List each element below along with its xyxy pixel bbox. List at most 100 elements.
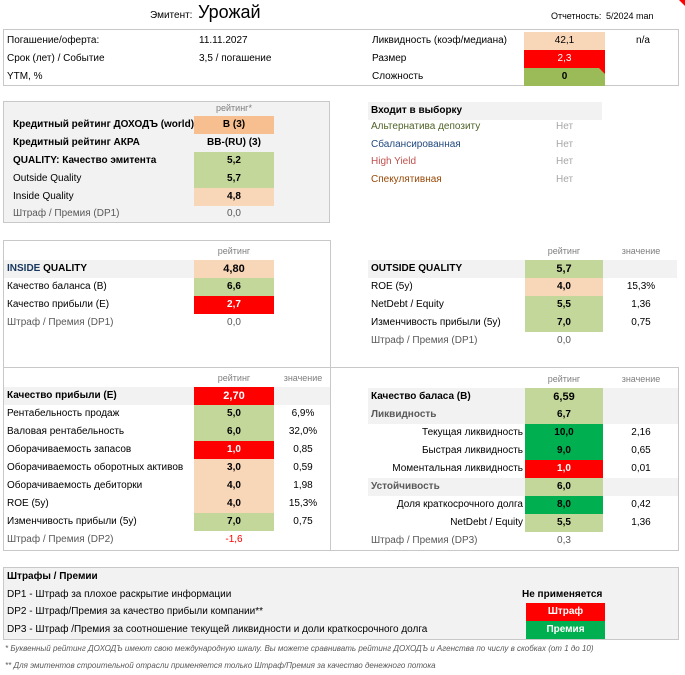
earnings-row-value: 4,0 <box>194 495 274 513</box>
penalty-dp3-label: DP3 - Штраф /Премия за соотношение текущ… <box>7 624 428 635</box>
rating-quality-value: 5,2 <box>194 152 274 170</box>
earnings-row-label: Оборачиваемость запасов <box>7 444 132 455</box>
summary-term-label: Срок (лет) / Событие <box>7 53 105 64</box>
earnings-row-label: Изменчивость прибыли (5y) <box>7 516 137 527</box>
rating-dohod-label: Кредитный рейтинг ДОХОДЪ (world): <box>13 119 198 130</box>
outside-netdebt-label: NetDebt / Equity <box>371 299 444 310</box>
outside-netdebt-extra: 1,36 <box>631 299 651 310</box>
rating-outside-label: Outside Quality <box>13 173 82 184</box>
rating-akra-label: Кредитный рейтинг АКРА <box>13 137 140 148</box>
balance-stability-label: Устойчивость <box>371 481 440 492</box>
rating-penalty-label: Штраф / Премия (DP1) <box>13 208 120 219</box>
penalty-dp1-label: DP1 - Штраф за плохое раскрытие информац… <box>7 589 232 600</box>
earnings-row-extra: 0,85 <box>293 444 313 455</box>
balance-netdebt-label: NetDebt / Equity <box>450 517 523 528</box>
outside-quality-value: 5,7 <box>525 260 603 278</box>
inside-title-part2: QUALITY <box>40 263 88 274</box>
balance-liquidity-label: Ликвидность <box>371 409 437 420</box>
summary-maturity-label: Погашение/оферта: <box>7 35 100 46</box>
outside-penalty-value: 0,0 <box>557 335 571 346</box>
earnings-row-extra: 6,9% <box>291 408 315 419</box>
balance-cash-ratio-label: Моментальная ликвидность <box>392 463 523 474</box>
penalty-dp3-status: Премия <box>526 621 605 639</box>
earnings-row-label: Оборачиваемость дебиторки <box>7 480 143 491</box>
balance-short-debt-extra: 0,42 <box>631 499 651 510</box>
balance-current-ratio-extra: 2,16 <box>631 427 651 438</box>
summary-complexity-value: 0 <box>524 68 605 86</box>
selection-deposit-label: Альтернатива депозиту <box>371 121 481 132</box>
penalty-dp2-label: DP2 - Штраф/Премия за качество прибыли к… <box>7 606 263 617</box>
earnings-header-rating: рейтинг <box>217 373 251 383</box>
balance-penalty-label: Штраф / Премия (DP3) <box>371 535 478 546</box>
earnings-row-extra: 15,3% <box>288 498 318 509</box>
reporting-label: Отчетность: <box>551 11 602 21</box>
footnote-rating-scale: * Буквенный рейтинг ДОХОДЪ имеют свою ме… <box>5 644 594 653</box>
ratings-header: рейтинг* <box>216 103 252 113</box>
reporting-value: 5/2024 man <box>606 11 654 21</box>
balance-short-debt-value: 8,0 <box>525 496 603 514</box>
inside-balance-value: 6,6 <box>194 278 274 296</box>
earnings-penalty-value: -1,6 <box>225 534 243 545</box>
inside-balance-label: Качество баланса (B) <box>7 281 107 292</box>
earnings-row-extra: 0,75 <box>293 516 313 527</box>
selection-title: Входит в выборку <box>368 102 602 120</box>
balance-quality-title: Качество баласа (B) <box>371 391 471 402</box>
penalties-title: Штрафы / Премии <box>7 571 98 582</box>
inside-earnings-value: 2,7 <box>194 296 274 314</box>
earnings-row-value: 5,0 <box>194 405 274 423</box>
earnings-penalty-label: Штраф / Премия (DP2) <box>7 534 114 545</box>
selection-balanced-value: Нет <box>556 139 574 150</box>
rating-inside-value: 4,8 <box>194 188 274 206</box>
balance-short-debt-label: Доля краткосрочного долга <box>396 499 523 510</box>
summary-liquidity-label: Ликвидность (коэф/медиана) <box>372 35 508 46</box>
rating-outside-value: 5,7 <box>194 170 274 188</box>
outside-header-rating: рейтинг <box>547 246 581 256</box>
earnings-row-label: ROE (5y) <box>7 498 49 509</box>
outside-netdebt-value: 5,5 <box>525 296 603 314</box>
earnings-quality-value: 2,70 <box>194 387 274 405</box>
earnings-row-value: 3,0 <box>194 459 274 477</box>
balance-quality-panel: рейтинг значение Качество баласа (B) 6,5… <box>330 367 679 551</box>
summary-complexity-label: Сложность <box>372 71 424 82</box>
rating-penalty-value: 0,0 <box>227 208 241 219</box>
penalties-panel: Штрафы / Премии DP1 - Штраф за плохое ра… <box>3 567 679 640</box>
balance-header-value: значение <box>621 374 661 384</box>
balance-penalty-value: 0,3 <box>557 535 571 546</box>
balance-quality-value: 6,59 <box>525 388 603 406</box>
earnings-row-extra: 32,0% <box>288 426 318 437</box>
selection-hy-label: High Yield <box>371 156 417 167</box>
earnings-row-extra: 0,59 <box>293 462 313 473</box>
comment-marker-icon <box>679 0 685 6</box>
balance-netdebt-value: 5,5 <box>525 514 603 532</box>
balance-header-rating: рейтинг <box>547 374 581 384</box>
summary-panel: Погашение/оферта: 11.11.2027 Срок (лет) … <box>3 29 679 86</box>
inside-quality-value: 4,80 <box>194 260 274 278</box>
earnings-row-value: 6,0 <box>194 423 274 441</box>
balance-quick-ratio-label: Быстрая ликвидность <box>421 445 523 456</box>
summary-term-value: 3,5 / погашение <box>199 53 272 64</box>
selection-spec-label: Спекулятивная <box>371 174 442 185</box>
inside-earnings-label: Качество прибыли (E) <box>7 299 110 310</box>
balance-cash-ratio-value: 1,0 <box>525 460 603 478</box>
issuer-name: Урожай <box>198 2 261 22</box>
outside-header-value: значение <box>621 246 661 256</box>
summary-liquidity-extra: n/a <box>636 35 650 46</box>
ratings-panel: рейтинг* Кредитный рейтинг ДОХОДЪ (world… <box>3 101 330 223</box>
balance-cash-ratio-extra: 0,01 <box>631 463 651 474</box>
outside-volatility-label: Изменчивость прибыли (5y) <box>371 317 501 328</box>
earnings-row-label: Валовая рентабельность <box>7 426 125 437</box>
outside-volatility-extra: 0,75 <box>631 317 651 328</box>
balance-stability-value: 6,0 <box>525 478 603 496</box>
summary-maturity-value: 11.11.2027 <box>199 35 248 46</box>
rating-akra-value: BB-(RU) (3) <box>207 137 261 148</box>
inside-penalty-label: Штраф / Премия (DP1) <box>7 317 114 328</box>
outside-roe-value: 4,0 <box>525 278 603 296</box>
penalty-dp2-status: Штраф <box>526 603 605 621</box>
balance-current-ratio-label: Текущая ликвидность <box>422 427 523 438</box>
earnings-row-label: Оборачиваемость оборотных активов <box>7 462 184 473</box>
penalty-dp1-status: Не применяется <box>522 589 603 600</box>
outside-volatility-value: 7,0 <box>525 314 603 332</box>
balance-quick-ratio-extra: 0,65 <box>631 445 651 456</box>
rating-inside-label: Inside Quality <box>13 191 74 202</box>
earnings-row-value: 1,0 <box>194 441 274 459</box>
